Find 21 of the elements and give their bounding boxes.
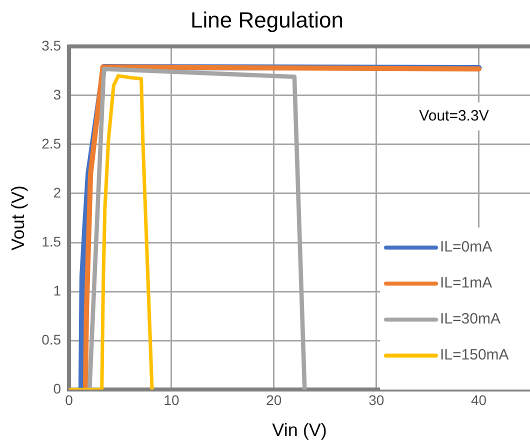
- x-tick-label: 20: [266, 392, 282, 408]
- x-tick-label: 30: [368, 392, 384, 408]
- y-tick-label: 3: [53, 86, 62, 102]
- legend-label: IL=0mA: [440, 238, 492, 256]
- x-tick-label: 0: [65, 392, 74, 408]
- y-tick-label: 1: [53, 282, 62, 298]
- legend-label: IL=1mA: [440, 274, 492, 292]
- x-tick-label: 40: [470, 392, 487, 408]
- x-axis-title: Vin (V): [272, 420, 327, 440]
- y-tick-label: 0.5: [42, 331, 62, 348]
- y-tick-label: 0: [53, 380, 62, 396]
- y-tick-label: 2.5: [42, 135, 62, 152]
- legend-label: IL=30mA: [440, 310, 500, 328]
- legend-label: IL=150mA: [440, 346, 509, 364]
- y-axis-title: Vout (V): [8, 185, 28, 251]
- y-tick-label: 3.5: [42, 37, 62, 54]
- y-tick-label: 1.5: [42, 233, 62, 250]
- chart-title: Line Regulation: [190, 7, 344, 32]
- annotation: Vout=3.3V: [419, 108, 489, 125]
- y-tick-label: 2: [53, 184, 62, 200]
- x-tick-label: 10: [164, 392, 180, 408]
